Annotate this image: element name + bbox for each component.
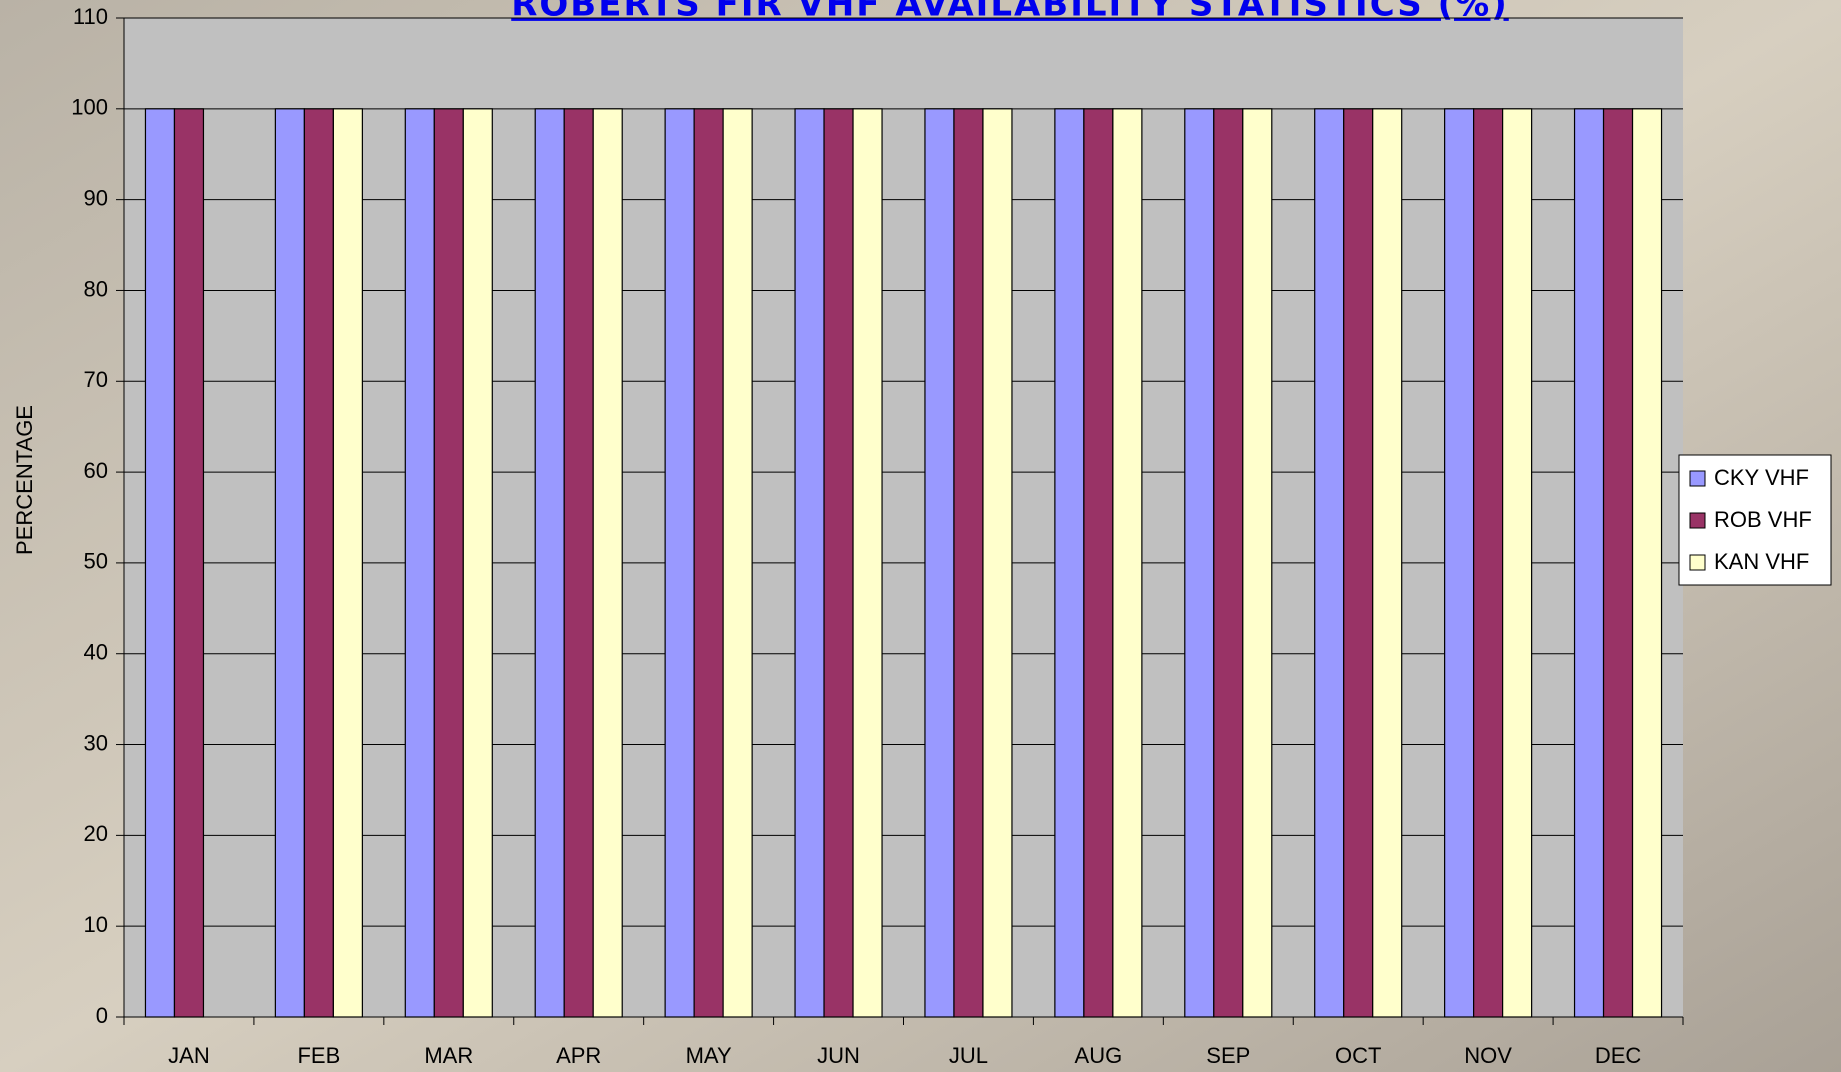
bar [303, 108, 334, 1018]
bar [982, 108, 1013, 1018]
bar [1343, 108, 1374, 1018]
legend-label: KAN VHF [1714, 549, 1809, 574]
y-tick-label: 70 [84, 367, 108, 392]
bar [404, 108, 435, 1018]
bar [332, 108, 363, 1018]
bar [1314, 108, 1345, 1018]
bar [1631, 108, 1663, 1018]
bar [1602, 108, 1634, 1018]
bar [274, 108, 305, 1018]
bar [144, 108, 176, 1018]
bar [433, 108, 464, 1018]
bar [722, 108, 753, 1018]
bar [794, 108, 825, 1018]
x-tick-label: JAN [168, 1043, 210, 1068]
bar [1502, 108, 1533, 1018]
legend-swatch [1689, 470, 1706, 487]
y-axis-label: PERCENTAGE [12, 405, 37, 555]
y-tick-label: 100 [71, 95, 108, 120]
bar [1112, 108, 1143, 1018]
bar [1242, 108, 1273, 1018]
chart-title: ROBERTS FIR VHF AVAILABILITY STATISTICS … [511, 0, 1509, 25]
y-tick-label: 30 [84, 730, 108, 755]
bar [592, 108, 623, 1018]
x-tick-label: AUG [1075, 1043, 1123, 1068]
y-tick-label: 110 [73, 4, 108, 29]
legend-swatch [1689, 554, 1706, 571]
bar [1054, 108, 1085, 1018]
bar [953, 108, 984, 1018]
x-tick-label: JUL [949, 1043, 988, 1068]
bar [924, 108, 955, 1018]
x-tick-label: DEC [1595, 1043, 1642, 1068]
bar [534, 108, 565, 1018]
bar [173, 108, 205, 1018]
bar [1573, 108, 1605, 1018]
y-tick-label: 0 [96, 1003, 108, 1028]
y-tick-label: 90 [84, 185, 108, 210]
bar [1213, 108, 1244, 1018]
x-tick-label: FEB [297, 1043, 340, 1068]
bar [823, 108, 854, 1018]
bar [1372, 108, 1403, 1018]
x-tick-label: SEP [1206, 1043, 1250, 1068]
bar [852, 108, 883, 1018]
y-tick-label: 80 [84, 276, 108, 301]
bar [1184, 108, 1215, 1018]
bar [1473, 108, 1504, 1018]
x-tick-label: JUN [817, 1043, 860, 1068]
bar [1444, 108, 1475, 1018]
x-tick-label: APR [556, 1043, 601, 1068]
bar [462, 108, 493, 1018]
plot-area [124, 18, 1683, 1017]
x-tick-label: OCT [1335, 1043, 1381, 1068]
bar [693, 108, 724, 1018]
y-tick-label: 20 [84, 821, 108, 846]
bar [1083, 108, 1114, 1018]
y-tick-label: 60 [84, 458, 108, 483]
x-tick-label: NOV [1464, 1043, 1512, 1068]
y-tick-label: 50 [84, 549, 108, 574]
legend-label: ROB VHF [1714, 507, 1812, 532]
bar [563, 108, 594, 1018]
legend-swatch [1689, 512, 1706, 529]
legend-label: CKY VHF [1714, 465, 1809, 490]
x-tick-label: MAY [686, 1043, 732, 1068]
y-tick-label: 10 [84, 912, 108, 937]
y-tick-label: 40 [84, 640, 108, 665]
bar [664, 108, 695, 1018]
x-tick-label: MAR [424, 1043, 473, 1068]
